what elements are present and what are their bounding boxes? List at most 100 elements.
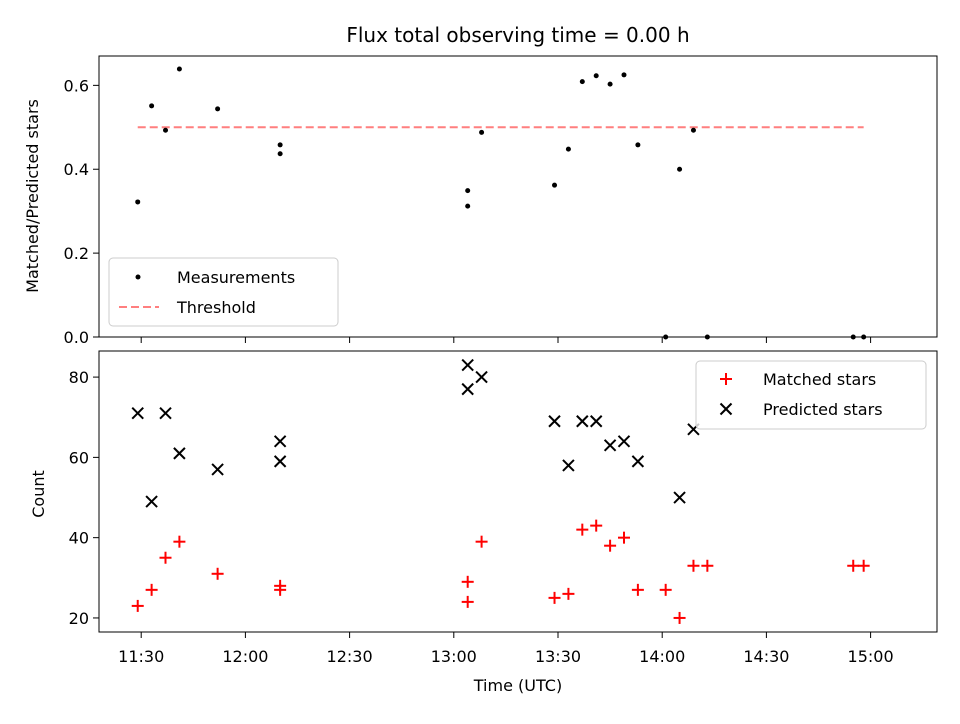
top-y-tick-label: 0.2 xyxy=(64,244,89,263)
measurement-point xyxy=(621,72,627,78)
legend-cross xyxy=(719,402,733,416)
top-legend-box xyxy=(108,257,339,327)
matched-star-point xyxy=(604,539,617,552)
measurement-point xyxy=(149,103,155,109)
bottom-x-tick-label: 15:00 xyxy=(848,647,894,666)
top-plot-marks xyxy=(135,66,867,340)
measurement-point xyxy=(479,129,485,135)
matched-star-point xyxy=(159,551,172,564)
bottom-x-tick-label: 14:30 xyxy=(743,647,789,666)
legend-plus xyxy=(720,373,732,385)
measurement-point xyxy=(635,142,641,148)
predicted-star-point xyxy=(617,435,631,448)
chart-title: Flux total observing time = 0.00 h xyxy=(346,23,689,47)
matched-star-point xyxy=(548,591,561,604)
measurement-point xyxy=(579,79,585,85)
bottom-legend: Matched stars Predicted stars xyxy=(695,360,927,430)
predicted-star-point xyxy=(273,455,287,468)
count-panel: Count Time (UTC) 20 40 60 80 11:30 12:00 12:3… xyxy=(29,350,938,695)
bottom-legend-box xyxy=(695,360,927,430)
predicted-star-point xyxy=(576,415,589,428)
bottom-x-tick-label: 14:00 xyxy=(639,647,685,666)
predicted-star-point-b xyxy=(631,455,645,468)
ratio-panel: Flux total observing time = 0.00 h Match… xyxy=(23,23,938,347)
predicted-star-point xyxy=(159,407,172,420)
predicted-star-point-b xyxy=(576,415,589,428)
bottom-x-tick-label: 13:30 xyxy=(535,647,581,666)
measurement-point xyxy=(552,182,558,188)
legend-matched-marker xyxy=(720,373,732,385)
matched-star-point xyxy=(131,599,144,612)
predicted-star-point-b xyxy=(603,439,617,452)
predicted-star-point xyxy=(131,407,144,420)
predicted-star-point-b xyxy=(159,407,172,420)
predicted-star-point xyxy=(673,491,686,504)
matched-star-point xyxy=(847,559,860,572)
top-axes-frame xyxy=(98,55,938,338)
predicted-star-point xyxy=(461,358,474,372)
matched-star-point xyxy=(687,559,700,572)
predicted-star-point xyxy=(173,447,186,460)
predicted-star-point-b xyxy=(589,415,603,428)
predicted-star-point xyxy=(548,415,561,428)
legend-measurements-label: Measurements xyxy=(177,268,295,287)
measurement-point xyxy=(277,142,283,148)
predicted-star-point-b xyxy=(548,415,561,428)
bottom-y-tick-label: 20 xyxy=(69,609,89,628)
measurement-point xyxy=(565,146,571,152)
predicted-star-point-b xyxy=(562,459,575,472)
matched-star-point xyxy=(145,583,158,596)
measurement-point xyxy=(465,188,471,194)
predicted-star-point-b xyxy=(211,463,224,476)
matched-star-point xyxy=(173,535,186,548)
legend-predicted-marker xyxy=(719,402,733,416)
predicted-star-point xyxy=(145,495,158,508)
predicted-star-point xyxy=(461,382,474,396)
matched-star-point xyxy=(857,559,870,572)
predicted-star-point-b xyxy=(273,455,287,468)
matched-star-point xyxy=(617,531,630,544)
bottom-y-tick-label: 60 xyxy=(69,448,89,467)
measurement-point xyxy=(677,166,683,172)
top-y-ticks: 0.0 0.2 0.4 0.6 xyxy=(64,76,99,347)
measurement-point xyxy=(607,81,613,87)
predicted-star-point-b xyxy=(461,382,474,396)
predicted-star-point xyxy=(589,415,603,428)
matched-star-point xyxy=(576,523,589,536)
matched-star-point xyxy=(590,519,603,532)
predicted-star-point xyxy=(211,463,224,476)
matched-star-point xyxy=(562,587,575,600)
matched-star-point xyxy=(701,559,714,572)
predicted-star-point-b xyxy=(475,370,488,384)
top-x-ticks xyxy=(140,337,872,343)
bottom-y-ticks: 20 40 60 80 xyxy=(69,368,99,628)
top-y-tick-label: 0.6 xyxy=(64,76,89,95)
bottom-x-tick-label: 11:30 xyxy=(118,647,164,666)
top-y-tick-label: 0.4 xyxy=(64,160,89,179)
bottom-x-tick-label: 12:00 xyxy=(222,647,268,666)
measurement-point xyxy=(593,73,599,79)
predicted-star-point xyxy=(603,439,617,452)
predicted-star-point-b xyxy=(273,435,287,448)
bottom-y-tick-label: 40 xyxy=(69,529,89,548)
matched-star-point xyxy=(673,611,686,624)
measurement-point xyxy=(277,151,283,157)
predicted-star-point xyxy=(475,370,488,384)
bottom-axes-frame xyxy=(98,350,938,633)
top-y-tick-label: 0.0 xyxy=(64,328,89,347)
matched-star-point xyxy=(659,583,672,596)
matched-star-point xyxy=(461,595,474,608)
matched-star-point xyxy=(631,583,644,596)
matched-star-point xyxy=(274,583,287,596)
legend-matched-label: Matched stars xyxy=(763,370,876,389)
measurement-point xyxy=(215,106,221,112)
predicted-star-point-b xyxy=(131,407,144,420)
legend-measurements-marker xyxy=(135,274,141,280)
predicted-star-point-b xyxy=(461,358,474,372)
measurement-point xyxy=(135,199,141,205)
predicted-star-point xyxy=(273,435,287,448)
measurement-point xyxy=(465,203,471,209)
matched-star-point xyxy=(475,535,488,548)
